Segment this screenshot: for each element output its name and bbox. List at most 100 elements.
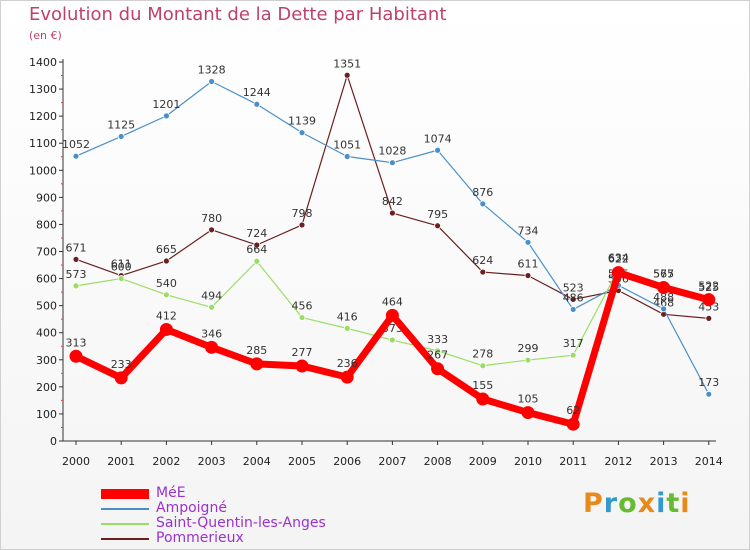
data-point [479, 362, 487, 370]
x-tick-label: 2013 [650, 455, 678, 468]
data-point [388, 336, 396, 344]
data-label: 665 [156, 243, 177, 256]
data-label: 155 [472, 379, 493, 392]
logo-letter: x [637, 488, 657, 519]
data-point [569, 296, 577, 303]
y-tick-label: 100 [36, 408, 57, 421]
data-point [434, 146, 442, 154]
data-point [250, 357, 264, 371]
y-tick-label: 800 [36, 218, 57, 231]
data-label: 1052 [62, 138, 90, 151]
data-label: 346 [201, 327, 222, 340]
x-tick-label: 2009 [469, 455, 497, 468]
data-label: 105 [518, 393, 539, 406]
data-point [69, 349, 83, 363]
logo-letter: i [656, 488, 667, 519]
chart-title: Evolution du Montant de la Dette par Hab… [29, 4, 447, 25]
legend-label: Pommerieux [156, 530, 244, 546]
y-tick-label: 0 [50, 435, 57, 448]
data-label: 780 [201, 212, 222, 225]
legend-label: MéE [156, 485, 186, 501]
logo-letter: i [680, 488, 691, 519]
proxiti-logo: Proxiti [583, 488, 691, 519]
data-label: 540 [156, 277, 177, 290]
data-label: 1028 [378, 145, 406, 158]
data-point [524, 356, 532, 364]
data-label: 724 [246, 227, 267, 240]
data-point [660, 305, 667, 313]
y-tick-label: 900 [36, 191, 57, 204]
legend-swatch [101, 489, 149, 499]
legend-swatch [101, 538, 149, 540]
data-point [657, 281, 671, 295]
logo-letter: o [618, 488, 638, 519]
x-tick-label: 2005 [288, 455, 316, 468]
data-label: 611 [111, 258, 132, 271]
data-point [479, 268, 487, 276]
data-point [388, 159, 396, 167]
data-point [114, 371, 128, 385]
x-tick-label: 2007 [378, 455, 406, 468]
data-label: 1074 [424, 132, 452, 145]
legend-label: Saint-Quentin-les-Anges [156, 515, 326, 531]
x-tick-label: 2011 [559, 455, 587, 468]
data-label: 876 [472, 186, 493, 199]
data-point [611, 266, 625, 280]
data-point [298, 221, 306, 229]
data-label: 486 [563, 291, 584, 304]
data-label: 278 [472, 348, 493, 361]
data-label: 1201 [152, 98, 180, 111]
y-tick-label: 200 [36, 381, 57, 394]
data-label: 664 [246, 243, 267, 256]
data-point [162, 291, 170, 299]
data-point [72, 152, 80, 160]
data-label: 333 [427, 333, 448, 346]
y-tick-label: 600 [36, 273, 57, 286]
data-label: 795 [427, 208, 448, 221]
data-point [524, 238, 532, 246]
data-label: 233 [111, 358, 132, 371]
data-point [253, 100, 261, 108]
data-label: 1328 [198, 63, 226, 76]
data-label: 523 [563, 281, 584, 294]
data-point [117, 133, 125, 140]
data-point [208, 303, 216, 311]
data-label: 456 [292, 300, 313, 313]
data-point [162, 112, 170, 120]
x-tick-label: 2003 [198, 455, 226, 468]
data-label: 62 [566, 404, 580, 417]
data-label: 842 [382, 195, 403, 208]
data-label: 173 [698, 376, 719, 389]
data-label: 1139 [288, 115, 316, 128]
x-tick-label: 2014 [695, 455, 723, 468]
data-label: 622 [608, 253, 629, 266]
data-point [298, 129, 306, 137]
series-1: 1052 1125 1201 1328 1244 1139 1051 1028 1074 876 7… [62, 63, 719, 398]
logo-letter: r [603, 488, 619, 519]
data-point [295, 359, 309, 373]
data-point [569, 306, 577, 313]
data-label: 671 [66, 241, 87, 254]
y-tick-label: 400 [36, 327, 57, 340]
data-point [566, 417, 580, 431]
data-point [253, 257, 261, 265]
data-point [705, 314, 713, 322]
data-label: 611 [518, 258, 539, 271]
y-tick-label: 1100 [29, 137, 57, 150]
data-point [162, 257, 170, 265]
y-tick-label: 1000 [29, 164, 57, 177]
data-label: 277 [292, 346, 313, 359]
data-label: 798 [292, 207, 313, 220]
x-tick-label: 2012 [604, 455, 632, 468]
data-label: 1351 [333, 57, 361, 70]
x-tick-label: 2001 [107, 455, 135, 468]
data-point [569, 351, 577, 359]
data-point [208, 226, 216, 234]
data-label: 1051 [333, 138, 361, 151]
x-tick-label: 2008 [424, 455, 452, 468]
legend-swatch [101, 523, 149, 525]
data-label: 734 [518, 224, 539, 237]
